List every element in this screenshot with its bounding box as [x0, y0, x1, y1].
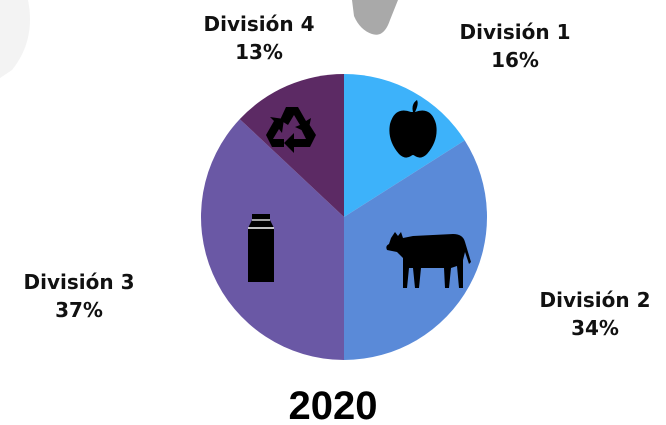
slice-percent: 34%	[571, 316, 619, 340]
slice-name: División 1	[459, 20, 571, 44]
milk-carton-icon	[248, 214, 274, 282]
slice-label-division-1: División 1 16%	[448, 18, 582, 74]
slice-percent: 16%	[491, 48, 539, 72]
chart-title: 2020	[288, 384, 378, 425]
slice-percent: 13%	[235, 40, 283, 64]
cow-icon	[386, 232, 471, 288]
slice-label-division-2: División 2 34%	[528, 286, 662, 342]
slice-label-division-4: División 4 13%	[192, 10, 326, 66]
slice-name: División 3	[23, 270, 135, 294]
recycle-icon	[266, 107, 316, 153]
slice-name: División 4	[203, 12, 315, 36]
apple-icon	[389, 100, 437, 158]
slice-name: División 2	[539, 288, 651, 312]
decorative-gray-shape	[352, 0, 398, 35]
slice-label-division-3: División 3 37%	[12, 268, 146, 324]
decorative-light-shape	[0, 0, 30, 78]
slice-percent: 37%	[55, 298, 103, 322]
